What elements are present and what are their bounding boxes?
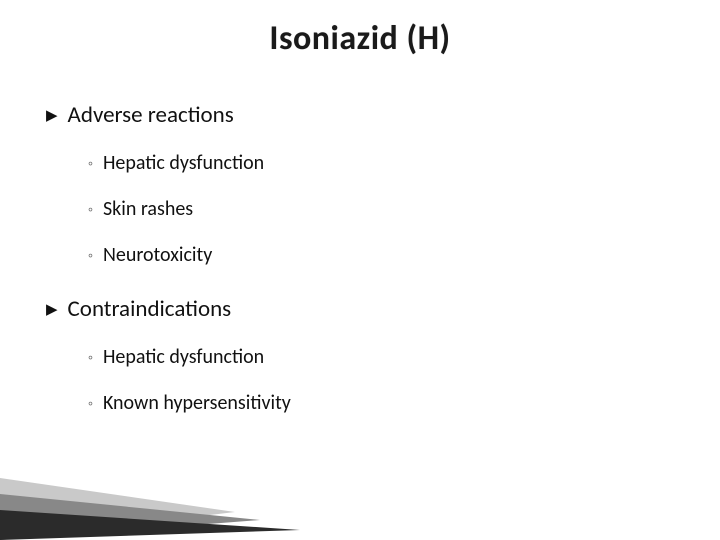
list-item-text: Hepatic dysfunction — [103, 345, 264, 369]
slide: Isoniazid (H) ▶ Adverse reactions ◦ Hepa… — [0, 0, 720, 540]
list-item: ◦ Skin rashes — [88, 197, 680, 221]
section-heading: Contraindications — [68, 295, 232, 323]
section-contraindications: ▶ Contraindications ◦ Hepatic dysfunctio… — [46, 295, 680, 415]
circle-bullet-icon: ◦ — [88, 201, 93, 218]
list-item-text: Skin rashes — [103, 197, 193, 221]
list-item-text: Hepatic dysfunction — [103, 151, 264, 175]
list-item-text: Known hypersensitivity — [103, 391, 291, 415]
list-item: ◦ Known hypersensitivity — [88, 391, 680, 415]
section-adverse-reactions: ▶ Adverse reactions ◦ Hepatic dysfunctio… — [46, 101, 680, 267]
corner-ribbon-icon — [0, 440, 340, 540]
sub-list: ◦ Hepatic dysfunction ◦ Known hypersensi… — [88, 345, 680, 415]
circle-bullet-icon: ◦ — [88, 349, 93, 366]
slide-title: Isoniazid (H) — [40, 18, 680, 59]
list-item-text: Neurotoxicity — [103, 243, 212, 267]
section-head: ▶ Contraindications — [46, 295, 680, 323]
circle-bullet-icon: ◦ — [88, 247, 93, 264]
section-heading: Adverse reactions — [68, 101, 234, 129]
list-item: ◦ Hepatic dysfunction — [88, 345, 680, 369]
sub-list: ◦ Hepatic dysfunction ◦ Skin rashes ◦ Ne… — [88, 151, 680, 267]
section-head: ▶ Adverse reactions — [46, 101, 680, 129]
triangle-bullet-icon: ▶ — [46, 106, 58, 125]
triangle-bullet-icon: ▶ — [46, 300, 58, 319]
circle-bullet-icon: ◦ — [88, 155, 93, 172]
list-item: ◦ Neurotoxicity — [88, 243, 680, 267]
circle-bullet-icon: ◦ — [88, 395, 93, 412]
list-item: ◦ Hepatic dysfunction — [88, 151, 680, 175]
